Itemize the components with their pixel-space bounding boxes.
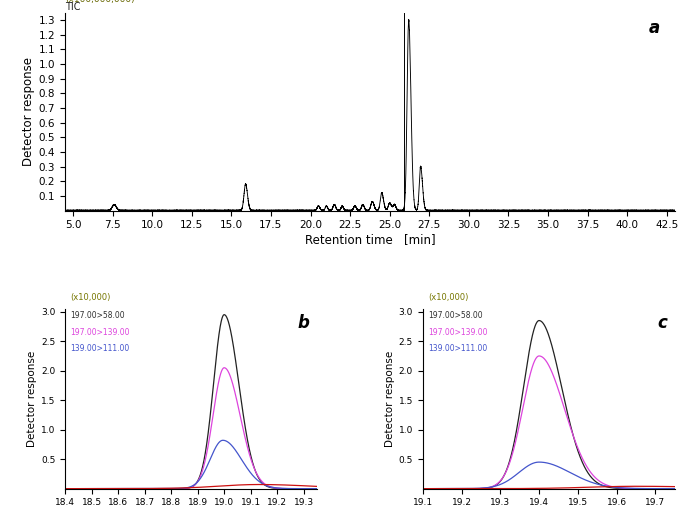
Text: (x100,000,000): (x100,000,000) <box>65 0 135 4</box>
Text: (x10,000): (x10,000) <box>70 293 110 302</box>
Text: (x10,000): (x10,000) <box>428 293 469 302</box>
Y-axis label: Detector response: Detector response <box>21 57 34 166</box>
Text: 197.00>58.00: 197.00>58.00 <box>428 312 482 321</box>
Text: 139.00>111.00: 139.00>111.00 <box>70 344 129 353</box>
Text: TIC: TIC <box>65 3 81 12</box>
Text: 197.00>139.00: 197.00>139.00 <box>428 328 487 336</box>
Text: 197.00>58.00: 197.00>58.00 <box>70 312 125 321</box>
Text: 139.00>111.00: 139.00>111.00 <box>428 344 487 353</box>
Text: a: a <box>648 19 660 37</box>
Text: c: c <box>658 314 667 332</box>
Y-axis label: Detector response: Detector response <box>384 351 395 447</box>
X-axis label: Retention time   [min]: Retention time [min] <box>305 233 435 246</box>
Text: 197.00>139.00: 197.00>139.00 <box>70 328 129 336</box>
Y-axis label: Detector response: Detector response <box>27 351 37 447</box>
Text: b: b <box>297 314 310 332</box>
